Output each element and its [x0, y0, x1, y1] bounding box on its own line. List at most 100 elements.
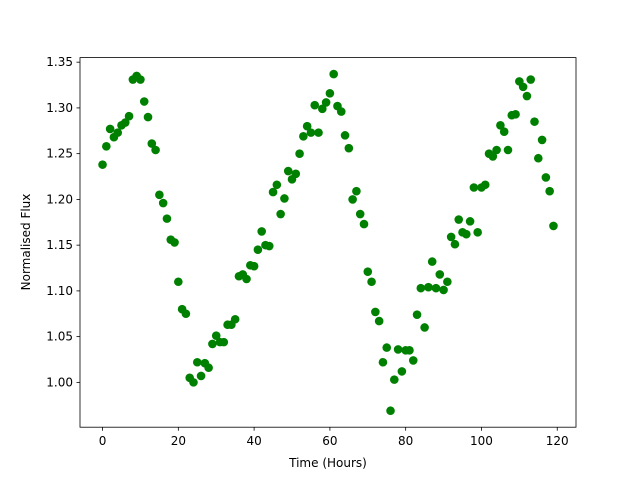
point [230, 314, 240, 324]
point [170, 238, 179, 247]
point [412, 310, 422, 319]
x-tick-label: 100 [470, 434, 493, 448]
point [537, 135, 547, 145]
point [139, 97, 149, 106]
point [283, 166, 293, 176]
point [480, 180, 490, 190]
point [272, 180, 282, 190]
x-tick-label: 0 [99, 434, 107, 448]
point [102, 142, 111, 151]
point [424, 282, 433, 292]
point [136, 75, 145, 84]
point [151, 145, 160, 155]
point [499, 127, 509, 137]
plot-frame [79, 57, 577, 428]
point [158, 198, 168, 208]
point [522, 91, 532, 101]
point [105, 124, 115, 134]
point [439, 285, 448, 295]
point [253, 245, 263, 255]
point [363, 267, 373, 276]
point [473, 228, 482, 237]
point [174, 277, 183, 287]
point [340, 131, 350, 140]
point [541, 173, 551, 182]
point [420, 323, 429, 332]
x-tick-label: 120 [546, 434, 569, 448]
point [443, 277, 452, 287]
point [374, 316, 384, 326]
point [390, 375, 399, 384]
point [352, 186, 361, 196]
point [189, 378, 198, 387]
point [302, 121, 312, 131]
point [264, 241, 274, 251]
point [208, 339, 217, 349]
point [276, 209, 285, 219]
point [518, 82, 528, 92]
point [257, 227, 266, 236]
point [427, 257, 437, 266]
point [344, 143, 354, 153]
point [526, 75, 536, 84]
point [503, 145, 513, 155]
point [530, 117, 539, 126]
y-tick-label: 1.00 [46, 375, 73, 389]
point [143, 112, 153, 122]
point [405, 346, 414, 355]
point [268, 187, 278, 197]
point [204, 363, 213, 373]
point [371, 307, 380, 317]
y-tick-label: 1.25 [46, 147, 73, 161]
point [450, 239, 460, 249]
point [124, 111, 134, 121]
point [211, 331, 221, 341]
point [408, 356, 418, 365]
point [462, 229, 471, 239]
point [378, 357, 388, 367]
point [196, 371, 206, 381]
point [359, 219, 369, 229]
point [386, 406, 395, 416]
x-tick-label: 60 [322, 434, 337, 448]
y-tick-label: 1.05 [46, 330, 73, 344]
point [431, 283, 441, 293]
point [446, 232, 456, 242]
y-tick-label: 1.35 [46, 55, 73, 69]
point [397, 367, 407, 376]
point [336, 107, 346, 116]
point [496, 120, 505, 130]
point [98, 160, 107, 169]
point [147, 139, 157, 148]
point [533, 153, 543, 163]
point [242, 274, 251, 284]
point [355, 209, 365, 219]
y-tick-label: 1.10 [46, 284, 73, 298]
point [249, 261, 259, 271]
point [488, 152, 498, 161]
x-tick-label: 20 [171, 434, 186, 448]
point [295, 149, 304, 158]
point [325, 88, 335, 98]
point [348, 195, 357, 204]
y-tick-label: 1.15 [46, 238, 73, 252]
point [329, 69, 338, 79]
point [549, 221, 558, 231]
point [310, 100, 320, 110]
x-axis-label: Time (Hours) [288, 456, 367, 470]
point [465, 217, 475, 226]
y-tick-label: 1.20 [46, 192, 73, 206]
point [181, 309, 191, 319]
point [545, 186, 554, 196]
point [454, 215, 464, 224]
point [416, 283, 426, 293]
x-tick-label: 40 [246, 434, 261, 448]
point [113, 128, 123, 137]
point [120, 118, 130, 127]
point [367, 277, 376, 287]
y-axis-label: Normalised Flux [19, 194, 33, 291]
point [155, 190, 164, 200]
point [321, 98, 331, 107]
